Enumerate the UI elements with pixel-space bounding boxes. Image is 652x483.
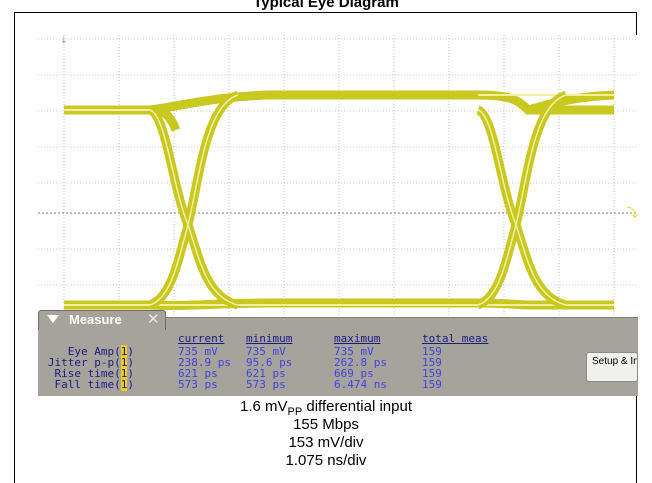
caption-input: 1.6 mVPP differential input — [239, 398, 413, 418]
header-total-meas: total meas — [422, 332, 489, 345]
measure-panel: Measure ✕ current minimum maximum total … — [38, 310, 638, 396]
measure-row: Rise time(1) 621 ps 621 ps 669 ps 159 — [38, 367, 638, 380]
value-current: 621 ps — [178, 367, 218, 380]
measure-row: Jitter p-p(1) 238.9 ps 95.6 ps 262.8 ps … — [38, 356, 638, 369]
trigger-level-icon: ⤵ — [626, 206, 639, 220]
value-minimum: 621 ps — [246, 367, 286, 380]
setup-info-button[interactable]: Setup & Info — [586, 352, 638, 382]
value-current: 735 mV — [178, 345, 218, 358]
figure-title: Typical Eye Diagram — [253, 0, 399, 11]
measure-tab[interactable]: Measure ✕ — [38, 310, 166, 330]
value-maximum: 669 ps — [334, 367, 374, 380]
value-maximum: 735 mV — [334, 345, 374, 358]
value-total: 159 — [422, 345, 442, 358]
caption-horizontal-scale: 1.075 ns/div — [285, 452, 367, 469]
value-minimum: 573 ps — [246, 378, 286, 391]
value-current: 238.9 ps — [178, 356, 231, 369]
measure-label[interactable]: Rise time(1) — [54, 367, 134, 380]
close-icon[interactable]: ✕ — [147, 311, 160, 328]
value-total: 159 — [422, 367, 442, 380]
measure-label[interactable]: Eye Amp(1) — [67, 345, 134, 358]
value-maximum: 6.474 ns — [334, 378, 387, 391]
value-total: 159 — [422, 356, 442, 369]
measure-row: Fall time(1) 573 ps 573 ps 6.474 ns 159 — [38, 378, 638, 391]
value-maximum: 262.8 ps — [334, 356, 387, 369]
measure-label[interactable]: Jitter p-p(1) — [47, 356, 134, 369]
measure-tab-label: Measure — [69, 312, 122, 327]
measure-row: Eye Amp(1) 735 mV 735 mV 735 mV 159 — [38, 345, 638, 358]
collapse-arrow-icon[interactable] — [47, 315, 59, 323]
value-total: 159 — [422, 378, 442, 391]
header-minimum: minimum — [246, 332, 293, 345]
header-maximum: maximum — [334, 332, 381, 345]
value-minimum: 735 mV — [246, 345, 286, 358]
oscilloscope-display: ↓ Measure ✕ current minimum maximum tota… — [38, 35, 638, 396]
ground-marker: ↓ — [60, 36, 68, 46]
value-minimum: 95.6 ps — [246, 356, 293, 369]
svg-text:↓: ↓ — [60, 36, 68, 46]
measure-label[interactable]: Fall time(1) — [54, 378, 134, 391]
caption-rate: 155 Mbps — [293, 416, 359, 433]
caption-vertical-scale: 153 mV/div — [288, 434, 364, 451]
header-current: current — [178, 332, 225, 345]
eye-diagram-trace — [64, 90, 615, 311]
value-current: 573 ps — [178, 378, 218, 391]
